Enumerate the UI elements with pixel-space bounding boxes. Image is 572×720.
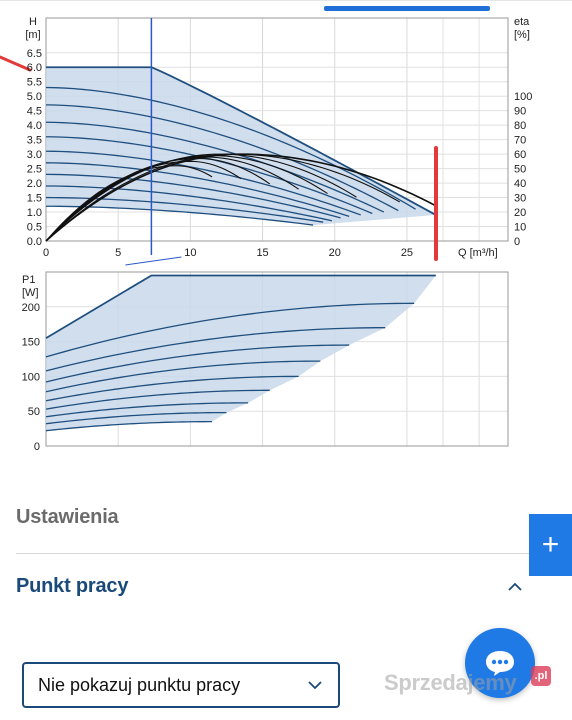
y2-tick-label: 50 [514, 164, 526, 176]
head-curve [45, 150, 361, 216]
y-tick-label: 6.0 [27, 62, 42, 74]
y2-tick-label: 70 [514, 135, 526, 147]
watermark-text: Sprzedajemy [384, 670, 517, 695]
efficiency-curve [45, 153, 357, 242]
y-tick-label: 0 [34, 441, 40, 453]
y-tick-label: 2.0 [27, 178, 42, 190]
operating-envelope-area [46, 67, 436, 226]
y-tick-label: 100 [22, 371, 40, 383]
power-curve [45, 327, 386, 372]
max-head-envelope-line [46, 66, 437, 216]
head-curve [45, 104, 399, 212]
y-tick-label: 200 [22, 302, 40, 314]
head-curve [45, 121, 385, 213]
y2-tick-label: 40 [514, 178, 526, 190]
y2-tick-label: 100 [514, 91, 532, 103]
y-tick-label: 3.0 [27, 149, 42, 161]
head-curve-chart: 0.0 0.5 1.0 1.5 2.0 2.5 3.0 3.5 4.0 4.5 5.0 5.5 6.0 6… [0, 16, 532, 266]
y-tick-label: 4.5 [27, 106, 42, 118]
section-divider [16, 553, 530, 554]
y2-tick-label: 10 [514, 222, 526, 234]
y-tick-label: 0.0 [27, 236, 42, 248]
efficiency-curve [45, 155, 328, 242]
y-tick-label: 50 [28, 406, 40, 418]
x-tick-label: 20 [329, 247, 341, 259]
working-point-select[interactable]: Nie pokazuj punktu pracy [22, 662, 340, 708]
power-curve [45, 344, 350, 383]
y2-tick-label: 90 [514, 106, 526, 118]
power-curve [45, 411, 227, 425]
y2-axis-unit: [%] [514, 29, 530, 41]
y-tick-label: 1.5 [27, 193, 42, 205]
x-tick-label: 15 [256, 247, 268, 259]
plus-icon: + [541, 528, 560, 561]
power-curve [45, 375, 299, 402]
red-annotation-stroke [0, 55, 32, 72]
x-tick-label: 0 [43, 247, 49, 259]
y-tick-label: 5.5 [27, 77, 42, 89]
y2-tick-label: 60 [514, 149, 526, 161]
y2-axis-label: eta [514, 16, 530, 28]
y-tick-label: 4.0 [27, 120, 42, 132]
y-tick-label: 0.5 [27, 222, 42, 234]
x-tick-label: 10 [184, 247, 196, 259]
head-curve [45, 185, 333, 222]
watermark-badge: .pl [531, 666, 551, 686]
power-curve [45, 360, 321, 393]
y-tick-label: 3.5 [27, 135, 42, 147]
marker-annotation-line [125, 256, 182, 266]
max-power-line [45, 274, 436, 339]
power-curve [45, 402, 249, 418]
y2-tick-label: 80 [514, 120, 526, 132]
chat-bubble-icon [486, 651, 514, 676]
head-curve [45, 162, 350, 218]
power-curve [45, 302, 415, 358]
working-point-heading[interactable]: Punkt pracy [16, 575, 129, 597]
y-axis-label: H [29, 16, 37, 28]
top-scroll-indicator [324, 6, 490, 11]
chevron-down-icon [308, 681, 322, 690]
x-axis-label: Q [m³/h] [458, 247, 498, 259]
top-divider [0, 0, 572, 1]
efficiency-curve [45, 165, 213, 242]
settings-heading[interactable]: Ustawienia [16, 506, 119, 528]
power-curve [45, 389, 270, 410]
head-curve [45, 86, 416, 210]
y-axis-unit: [W] [22, 287, 39, 299]
y2-tick-label: 0 [514, 236, 520, 248]
working-point-select-value: Nie pokazuj punktu pracy [38, 674, 241, 695]
y-tick-label: 6.5 [27, 48, 42, 60]
y-tick-label: 1.0 [27, 207, 42, 219]
power-envelope-area [46, 275, 436, 431]
chat-button[interactable] [465, 628, 535, 698]
y2-tick-label: 20 [514, 207, 526, 219]
y-tick-label: 2.5 [27, 164, 42, 176]
y2-tick-label: 30 [514, 193, 526, 205]
y-tick-label: 5.0 [27, 91, 42, 103]
power-curve-chart: 0 50 100 150 200 P1[W] [22, 271, 509, 453]
y-axis-label: P1 [22, 274, 35, 286]
x-tick-label: 5 [115, 247, 121, 259]
y-tick-label: 150 [22, 337, 40, 349]
power-curve [45, 420, 213, 432]
x-tick-label: 25 [401, 247, 413, 259]
expand-plus-button[interactable]: + [529, 514, 572, 576]
y-axis-unit: [m] [25, 29, 40, 41]
efficiency-curve [45, 160, 242, 242]
head-curve [45, 205, 314, 226]
head-curve [45, 173, 341, 219]
chevron-up-icon[interactable] [506, 580, 524, 594]
